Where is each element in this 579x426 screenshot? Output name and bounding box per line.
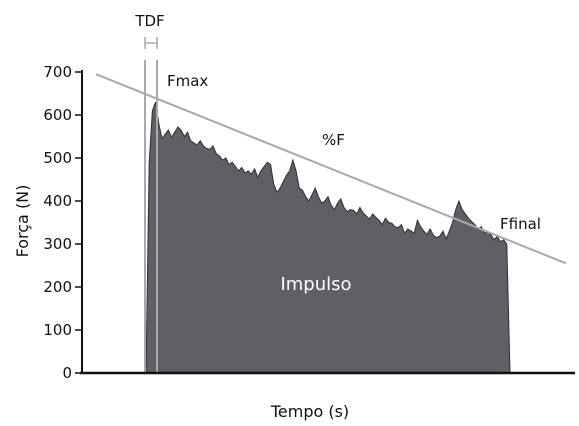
chart-marks bbox=[95, 37, 567, 374]
tdf-label: TDF bbox=[134, 12, 164, 30]
y-tick-label: 400 bbox=[43, 192, 72, 210]
fmax-label: Fmax bbox=[167, 72, 208, 90]
ffinal-label: Ffinal bbox=[500, 215, 541, 233]
x-axis-label: Tempo (s) bbox=[270, 402, 349, 421]
y-tick-label: 100 bbox=[43, 321, 72, 339]
tdf-bracket bbox=[144, 37, 158, 49]
impulse-label: Impulso bbox=[280, 274, 351, 295]
force-area bbox=[145, 101, 511, 374]
y-tick-label: 500 bbox=[43, 149, 72, 167]
y-axis-ticks: 0 100 200 300 400 500 600 700 bbox=[43, 63, 82, 382]
y-tick-label: 0 bbox=[62, 364, 72, 382]
y-tick-label: 300 bbox=[43, 235, 72, 253]
y-tick-label: 600 bbox=[43, 106, 72, 124]
force-decay-line bbox=[95, 73, 567, 265]
percent-force-label: %F bbox=[322, 131, 345, 149]
y-axis-label: Força (N) bbox=[13, 185, 32, 258]
y-tick-label: 200 bbox=[43, 278, 72, 296]
y-tick-label: 700 bbox=[43, 63, 72, 81]
